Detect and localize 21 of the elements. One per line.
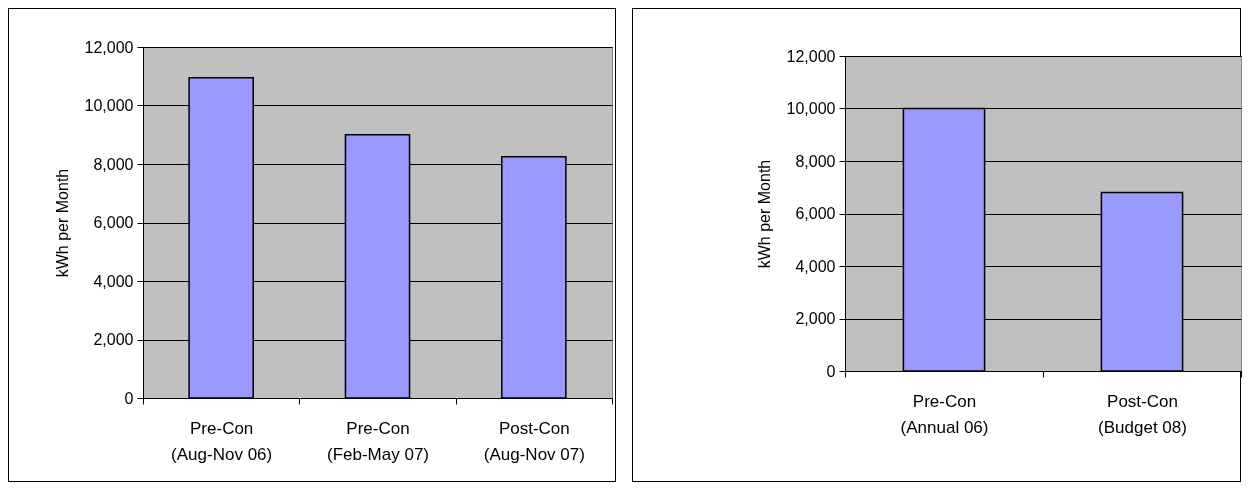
y-tick-label: 12,000: [84, 38, 134, 56]
y-axis-title: kWh per Month: [755, 159, 773, 269]
y-tick-label: 8,000: [93, 155, 134, 173]
y-tick-label: 2,000: [93, 331, 134, 348]
y-tick-label: 8,000: [795, 152, 836, 170]
x-tick-label: Pre-Con (Annual 06): [900, 391, 989, 437]
x-tick-label: Pre-Con (Feb-May 07): [326, 418, 430, 464]
y-tick-label: 0: [124, 389, 134, 407]
y-tick-label: 2,000: [795, 310, 836, 327]
y-tick-label: 12,000: [786, 47, 836, 65]
y-tick-label: 6,000: [795, 205, 836, 222]
y-tick-label: 4,000: [93, 272, 134, 290]
y-tick-label: 10,000: [786, 100, 836, 117]
y-tick-label: 6,000: [93, 214, 134, 231]
x-tick-label: Pre-Con (Aug-Nov 06): [171, 418, 273, 464]
y-tick-label: 4,000: [795, 257, 836, 275]
y-tick-label: 0: [826, 362, 836, 380]
y-tick-label: 10,000: [84, 97, 134, 114]
x-tick-label: Post-Con (Aug-Nov 07): [483, 418, 585, 464]
x-tick-label: Post-Con (Budget 08): [1098, 391, 1187, 437]
y-axis-title: kWh per Month: [53, 168, 71, 278]
